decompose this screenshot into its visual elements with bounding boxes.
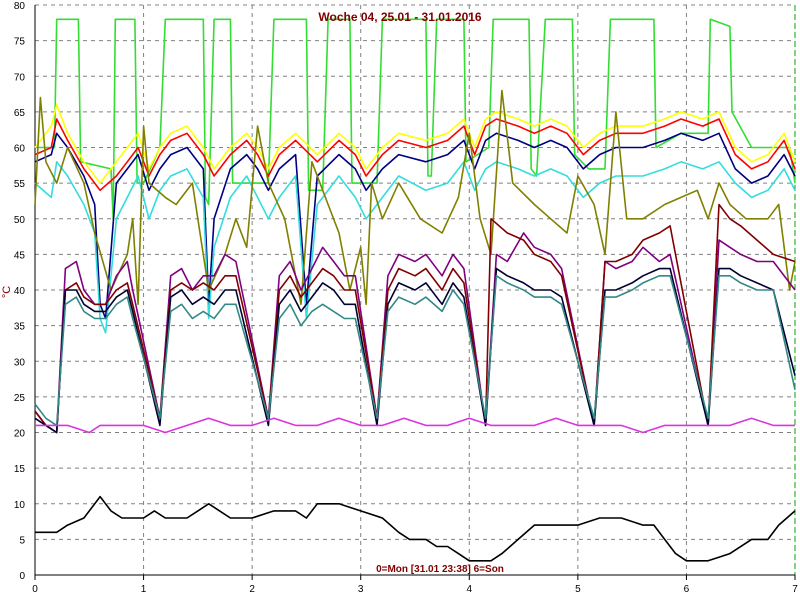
- chart-title: Woche 04, 25.01 - 31.01.2016: [318, 10, 482, 24]
- y-axis-label: °C: [1, 286, 13, 298]
- y-tick-label: 0: [19, 571, 25, 582]
- series-line-2: [34, 104, 796, 184]
- series-line-7: [34, 232, 796, 434]
- x-tick-label: 2: [249, 584, 255, 595]
- y-tick-label: 20: [14, 429, 26, 440]
- x-tick-label: 1: [141, 584, 147, 595]
- series-line-12: [35, 495, 796, 562]
- y-tick-label: 75: [14, 37, 26, 48]
- y-tick-label: 65: [14, 108, 26, 119]
- y-tick-label: 10: [14, 500, 26, 511]
- y-tick-label: 30: [14, 357, 26, 368]
- series-line-10: [34, 274, 796, 427]
- x-tick-label: 7: [792, 584, 798, 595]
- x-tick-label: 0: [32, 584, 38, 595]
- x-tick-label: 6: [684, 584, 690, 595]
- grid-lines: [35, 4, 795, 575]
- y-tick-label: 45: [14, 250, 26, 261]
- x-tick-label: 3: [358, 584, 364, 595]
- series-line-5: [34, 161, 796, 334]
- y-tick-label: 15: [14, 464, 26, 475]
- series-line-4: [34, 132, 796, 320]
- series-line-1: [35, 18, 796, 220]
- x-tick-label: 4: [467, 584, 473, 595]
- y-tick-label: 35: [14, 322, 26, 333]
- y-tick-label: 55: [14, 179, 26, 190]
- y-tick-label: 25: [14, 393, 26, 404]
- chart-footer: 0=Mon [31.01 23:38] 6=Son: [376, 564, 504, 575]
- x-tick-label: 5: [575, 584, 581, 595]
- y-tick-label: 40: [14, 286, 26, 297]
- axes: [34, 5, 796, 580]
- series-line-3: [34, 118, 796, 192]
- series-group: [34, 18, 796, 562]
- series-line-6: [34, 89, 796, 306]
- series-line-11: [35, 417, 795, 434]
- series-line-9: [34, 267, 796, 434]
- y-tick-label: 50: [14, 215, 26, 226]
- y-tick-label: 70: [14, 72, 26, 83]
- y-tick-label: 60: [14, 144, 26, 155]
- y-tick-label: 5: [19, 535, 25, 546]
- y-tick-label: 80: [14, 1, 26, 12]
